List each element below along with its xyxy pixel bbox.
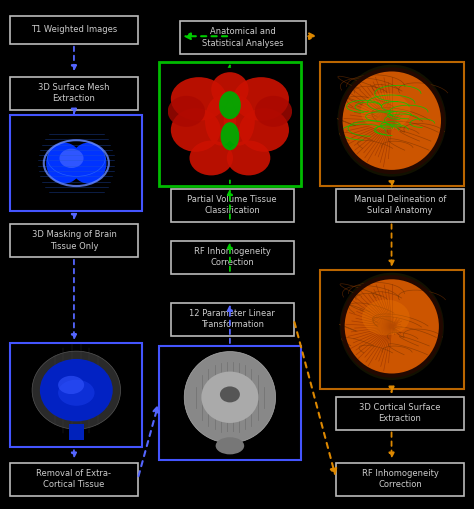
Text: 3D Surface Mesh
Extraction: 3D Surface Mesh Extraction xyxy=(38,83,109,103)
Bar xyxy=(159,62,301,186)
Bar xyxy=(10,77,138,110)
Bar xyxy=(10,463,138,496)
Bar xyxy=(171,303,294,336)
Text: 3D Masking of Brain
Tissue Only: 3D Masking of Brain Tissue Only xyxy=(31,231,117,250)
Text: Manual Delineation of
Sulcal Anatomy: Manual Delineation of Sulcal Anatomy xyxy=(354,195,446,215)
Bar xyxy=(171,188,294,221)
Text: 12 Parameter Linear
Transformation: 12 Parameter Linear Transformation xyxy=(189,309,275,329)
Bar xyxy=(336,463,464,496)
Text: RF Inhomogeneity
Correction: RF Inhomogeneity Correction xyxy=(194,247,271,267)
Bar xyxy=(336,188,464,221)
Text: Anatomical and
Statistical Analyses: Anatomical and Statistical Analyses xyxy=(202,27,284,47)
Bar xyxy=(319,62,464,186)
Bar xyxy=(171,241,294,274)
Bar xyxy=(336,397,464,430)
Text: T1 Weighted Images: T1 Weighted Images xyxy=(31,25,117,35)
Bar xyxy=(10,224,138,257)
Text: 3D Cortical Surface
Extraction: 3D Cortical Surface Extraction xyxy=(359,403,441,423)
Bar xyxy=(159,346,301,460)
Text: Partial Volume Tissue
Classification: Partial Volume Tissue Classification xyxy=(187,195,277,215)
Text: RF Inhomogeneity
Correction: RF Inhomogeneity Correction xyxy=(362,469,438,489)
Bar xyxy=(10,16,138,44)
Bar xyxy=(10,344,143,447)
Bar xyxy=(10,115,143,211)
Bar xyxy=(180,21,306,54)
Bar xyxy=(319,270,464,389)
Text: Removal of Extra-
Cortical Tissue: Removal of Extra- Cortical Tissue xyxy=(36,469,111,489)
